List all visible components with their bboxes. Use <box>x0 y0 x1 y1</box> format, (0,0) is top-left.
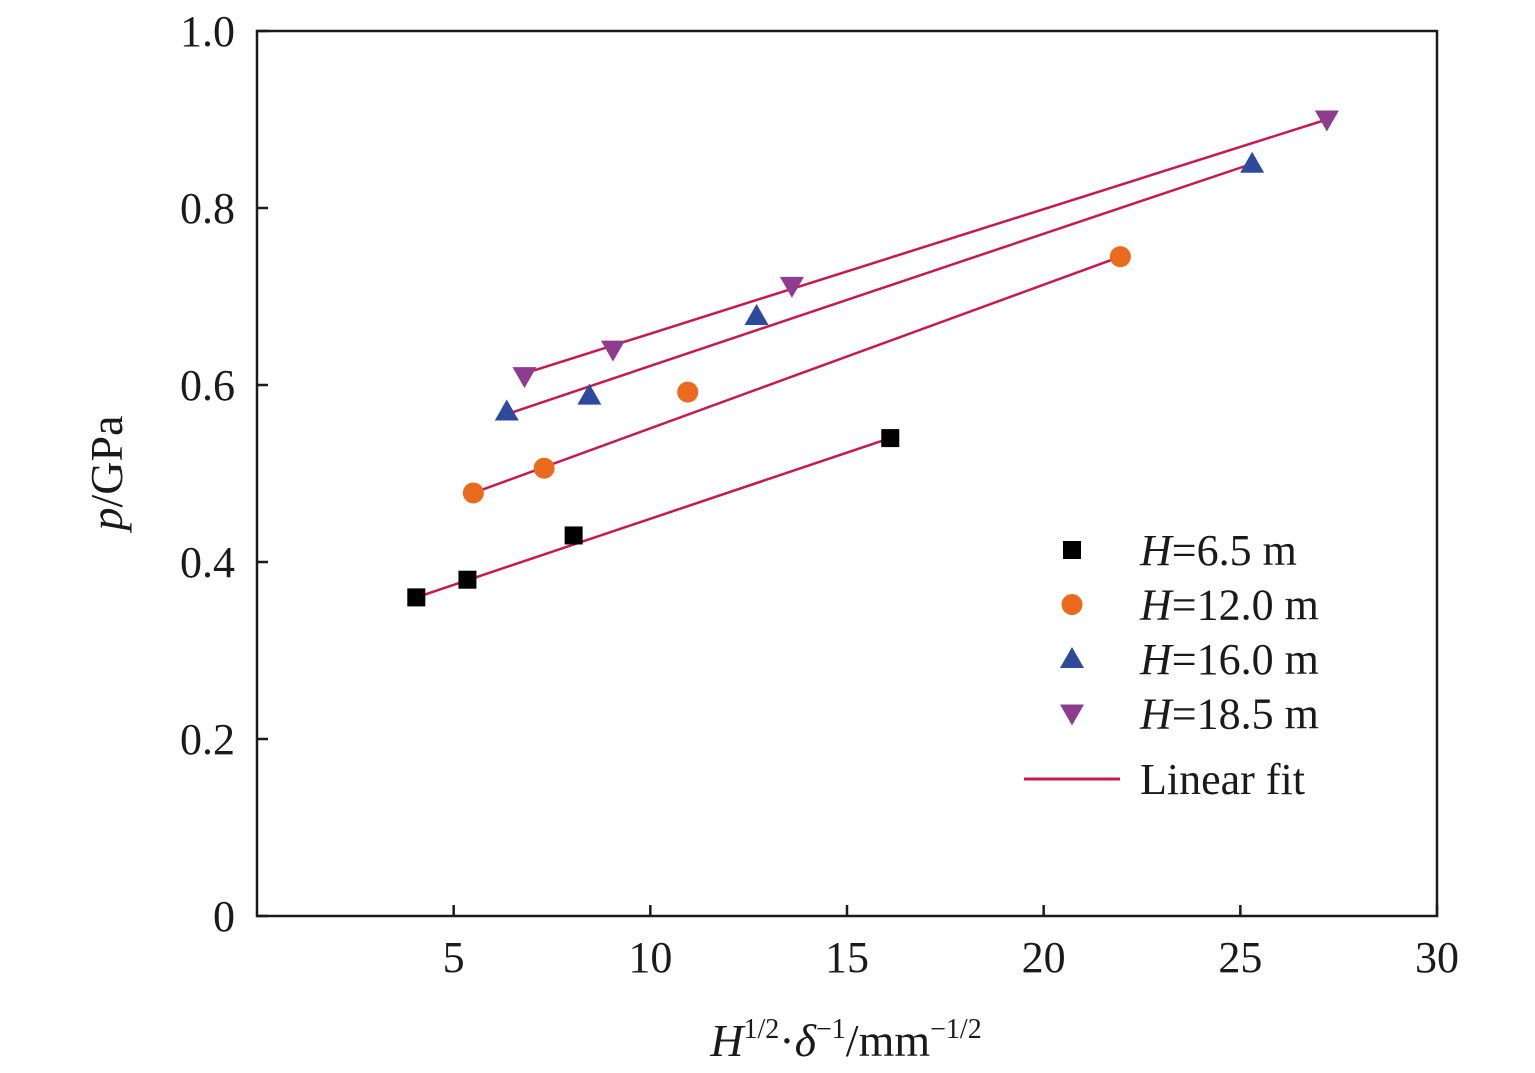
fit-line-series-1 <box>415 436 891 599</box>
data-point-series-2 <box>533 457 555 479</box>
data-point-series-1 <box>407 588 426 607</box>
legend-label: H=12.0 m <box>1139 581 1319 630</box>
legend-label: H=18.5 m <box>1139 690 1319 739</box>
x-axis-dot: · <box>779 1015 794 1066</box>
data-point-series-3 <box>1240 151 1265 173</box>
data-point-series-4 <box>512 367 537 389</box>
legend-marker-series-2 <box>1061 594 1083 615</box>
x-axis-unit: /mm <box>846 1015 931 1066</box>
y-tick-label: 0.8 <box>180 184 235 233</box>
x-tick-label: 30 <box>1415 933 1459 982</box>
data-point-series-1 <box>458 570 477 589</box>
data-point-series-3 <box>577 383 602 405</box>
legend-label-value: =12.0 m <box>1172 581 1319 630</box>
legend-label-variable: H <box>1139 526 1174 575</box>
legend-label-value: =6.5 m <box>1172 526 1297 575</box>
x-axis-sup-1: 1/2 <box>744 1014 780 1045</box>
y-tick-label: 0.4 <box>180 538 235 587</box>
fit-line-series-4 <box>524 118 1328 375</box>
data-point-series-2 <box>677 381 699 403</box>
x-tick-label: 10 <box>628 933 672 982</box>
legend-marker-series-1 <box>1063 541 1081 559</box>
data-point-series-3 <box>494 399 519 421</box>
fit-line-series-2 <box>472 255 1121 495</box>
legend-marker-series-3 <box>1060 647 1084 668</box>
y-tick-label: 0.6 <box>180 361 235 410</box>
data-point-series-2 <box>1109 246 1131 268</box>
y-tick-label: 0.2 <box>180 715 235 764</box>
legend-label-variable: H <box>1139 635 1174 684</box>
data-points <box>407 110 1339 607</box>
legend-label-variable: H <box>1139 581 1174 630</box>
x-axis-base-2: δ <box>795 1015 817 1066</box>
data-point-series-4 <box>779 276 804 298</box>
x-tick-label: 25 <box>1218 933 1262 982</box>
legend-label-value: =16.0 m <box>1172 635 1319 684</box>
x-axis-title: H1/2·δ−1/mm−1/2 <box>709 1014 981 1066</box>
y-axis-title: p/GPa <box>81 416 132 534</box>
legend-label-fit: Linear fit <box>1140 755 1305 804</box>
legend-marker-series-4 <box>1060 704 1084 726</box>
y-axis-unit: /GPa <box>81 416 132 508</box>
legend-label: H=6.5 m <box>1139 526 1297 575</box>
axis-ticks: 5 10 15 20 25 30 0 0.2 0.4 0.6 0.8 1.0 <box>180 7 1459 982</box>
fit-lines <box>415 118 1328 599</box>
data-point-series-4 <box>600 340 625 362</box>
x-axis-sup-3: −1/2 <box>930 1014 982 1045</box>
x-tick-label: 15 <box>825 933 869 982</box>
fit-line-series-3 <box>506 162 1253 416</box>
data-point-series-2 <box>462 482 484 504</box>
x-tick-label: 5 <box>443 933 465 982</box>
y-tick-label: 1.0 <box>180 7 235 56</box>
y-tick-label: 0 <box>213 892 235 941</box>
x-axis-base: H <box>709 1015 746 1066</box>
x-axis-sup-2: −1 <box>816 1014 846 1045</box>
data-point-series-1 <box>564 526 583 545</box>
data-point-series-3 <box>744 303 769 325</box>
legend-label: H=16.0 m <box>1139 635 1319 684</box>
data-point-series-1 <box>881 429 900 448</box>
y-axis-variable: p <box>81 508 132 534</box>
legend-label-value: =18.5 m <box>1172 690 1319 739</box>
x-tick-label: 20 <box>1022 933 1066 982</box>
legend-label-variable: H <box>1139 690 1174 739</box>
data-point-series-4 <box>1314 110 1339 132</box>
